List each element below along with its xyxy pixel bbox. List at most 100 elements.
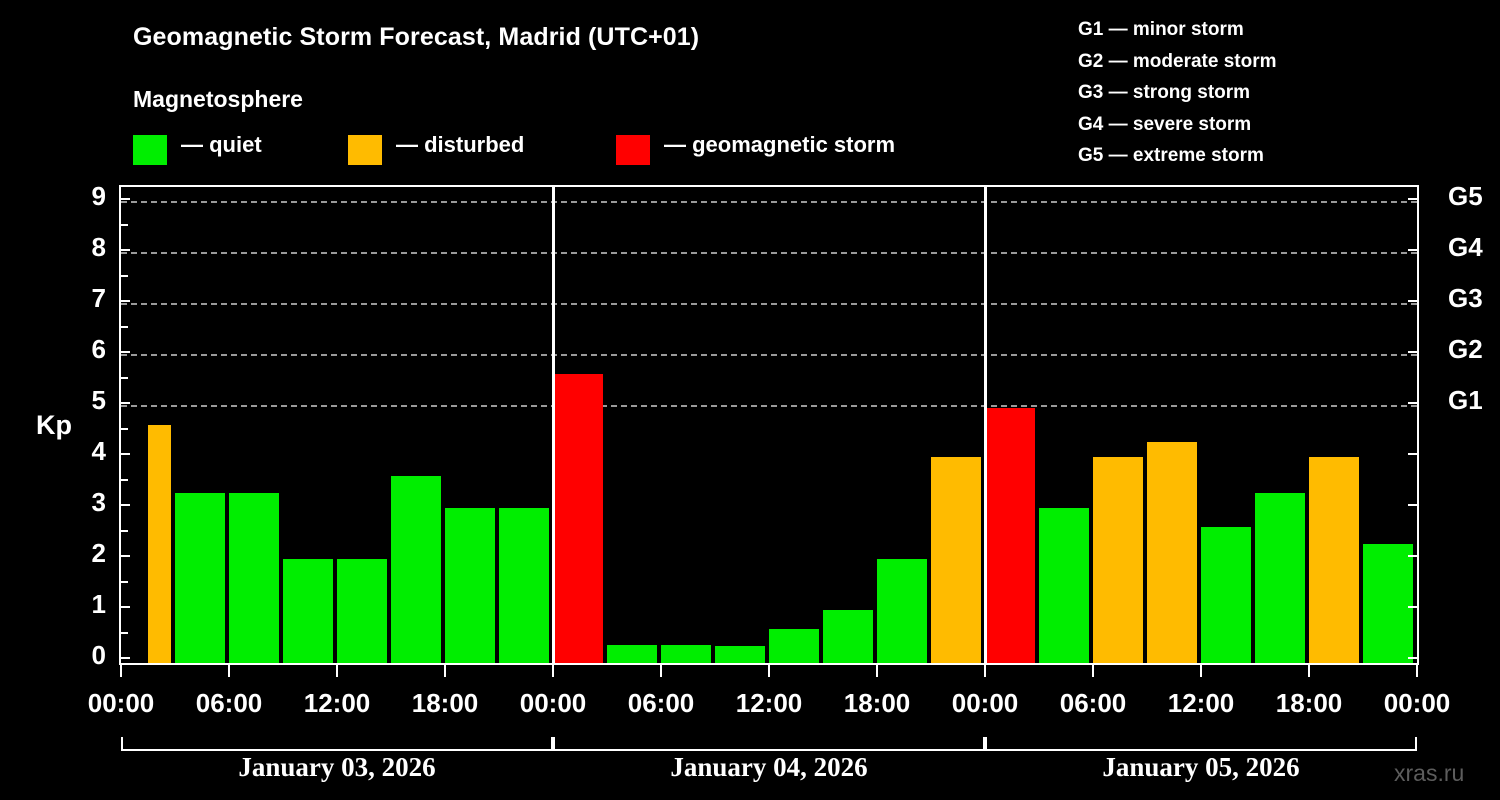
x-tick-label-10: 12:00 bbox=[1167, 688, 1235, 718]
x-tick-3 bbox=[444, 665, 446, 677]
x-tick-label-6: 12:00 bbox=[735, 688, 803, 718]
x-tick-label-5: 06:00 bbox=[627, 688, 695, 718]
y-tick-label-0: 0 bbox=[91, 640, 106, 670]
y-tick-7 bbox=[119, 300, 130, 302]
watermark: xras.ru bbox=[1394, 760, 1465, 786]
x-tick-4 bbox=[552, 665, 554, 677]
x-tick-label-12: 00:00 bbox=[1383, 688, 1451, 718]
y-tick-minor bbox=[119, 529, 128, 532]
y-tick-right-8 bbox=[1408, 249, 1419, 251]
day-label-2: January 04, 2026 bbox=[670, 752, 868, 782]
y-tick-right-9 bbox=[1408, 198, 1419, 200]
x-tick-label-1: 06:00 bbox=[195, 688, 263, 718]
gridline-g4 bbox=[121, 252, 1417, 254]
y-tick-label-4: 4 bbox=[91, 436, 106, 466]
g-scale-label-g5: G5 bbox=[1448, 181, 1483, 211]
x-tick-0 bbox=[120, 665, 122, 677]
y-tick-right-3 bbox=[1408, 504, 1419, 506]
y-axis-title: Kp bbox=[36, 410, 72, 440]
g-legend-row-g1: G1 — minor storm bbox=[1078, 19, 1244, 40]
y-tick-label-8: 8 bbox=[91, 232, 106, 262]
x-tick-9 bbox=[1092, 665, 1094, 677]
x-tick-5 bbox=[660, 665, 662, 677]
x-tick-11 bbox=[1308, 665, 1310, 677]
day-band-1 bbox=[121, 737, 553, 751]
y-tick-label-9: 9 bbox=[91, 181, 106, 211]
y-tick-minor bbox=[119, 223, 128, 226]
bar-quiet bbox=[769, 628, 819, 663]
bar-quiet bbox=[607, 645, 657, 663]
plot-frame bbox=[119, 185, 1419, 665]
y-tick-1 bbox=[119, 606, 130, 608]
y-tick-right-4 bbox=[1408, 453, 1419, 455]
x-tick-8 bbox=[984, 665, 986, 677]
y-tick-5 bbox=[119, 402, 130, 404]
bar-quiet bbox=[1363, 544, 1413, 663]
bar-quiet bbox=[877, 559, 927, 663]
bar-disturbed bbox=[1093, 457, 1143, 663]
y-tick-right-0 bbox=[1408, 657, 1419, 659]
g-scale-label-g4: G4 bbox=[1448, 232, 1483, 262]
y-tick-3 bbox=[119, 504, 130, 506]
y-tick-right-1 bbox=[1408, 606, 1419, 608]
x-tick-label-2: 12:00 bbox=[303, 688, 371, 718]
bar-quiet bbox=[175, 493, 225, 663]
day-divider-1 bbox=[552, 187, 555, 663]
legend-label-quiet: — quiet bbox=[181, 132, 262, 157]
g-legend-row-g3: G3 — strong storm bbox=[1078, 82, 1251, 103]
legend-label-storm: — geomagnetic storm bbox=[664, 132, 896, 157]
bar-quiet bbox=[283, 559, 333, 663]
bar-disturbed bbox=[1147, 442, 1197, 663]
bar-quiet bbox=[1201, 526, 1251, 663]
legend-swatch-quiet-icon bbox=[133, 135, 167, 165]
page-title: Geomagnetic Storm Forecast, Madrid (UTC+… bbox=[133, 23, 700, 51]
gridline-g1 bbox=[121, 405, 1417, 407]
y-tick-label-3: 3 bbox=[91, 487, 106, 517]
bar-quiet bbox=[715, 646, 765, 663]
legend-swatch-storm-icon bbox=[616, 135, 650, 165]
bar-quiet bbox=[1255, 493, 1305, 663]
gridline-g3 bbox=[121, 303, 1417, 305]
g-scale-label-g3: G3 bbox=[1448, 283, 1483, 313]
day-band-3 bbox=[985, 737, 1417, 751]
bar-quiet bbox=[1039, 508, 1089, 663]
y-tick-right-6 bbox=[1408, 351, 1419, 353]
bar-quiet bbox=[337, 559, 387, 663]
day-divider-2 bbox=[984, 187, 987, 663]
g-legend-row-g2: G2 — moderate storm bbox=[1078, 50, 1277, 72]
x-tick-label-3: 18:00 bbox=[411, 688, 479, 718]
plot-area bbox=[121, 187, 1417, 663]
bar-quiet bbox=[229, 493, 279, 663]
bar-disturbed bbox=[148, 424, 171, 663]
gridline-g5 bbox=[121, 201, 1417, 203]
y-tick-minor bbox=[119, 478, 128, 481]
g-scale-label-g1: G1 bbox=[1448, 385, 1483, 415]
gridline-g2 bbox=[121, 354, 1417, 356]
y-tick-0 bbox=[119, 657, 130, 659]
y-tick-right-7 bbox=[1408, 300, 1419, 302]
x-tick-label-11: 18:00 bbox=[1275, 688, 1343, 718]
x-tick-10 bbox=[1200, 665, 1202, 677]
y-tick-minor bbox=[119, 631, 128, 634]
g-scale-legend: G1 — minor storm G2 — moderate storm G3 — … bbox=[1078, 14, 1277, 172]
bar-quiet bbox=[661, 645, 711, 663]
x-tick-2 bbox=[336, 665, 338, 677]
x-tick-label-0: 00:00 bbox=[87, 688, 155, 718]
y-tick-4 bbox=[119, 453, 130, 455]
x-tick-label-8: 00:00 bbox=[951, 688, 1019, 718]
bar-disturbed bbox=[931, 457, 981, 663]
y-tick-minor bbox=[119, 580, 128, 583]
y-tick-label-1: 1 bbox=[91, 589, 106, 619]
day-label-1: January 03, 2026 bbox=[238, 752, 436, 782]
x-tick-12 bbox=[1416, 665, 1418, 677]
day-band-2 bbox=[553, 737, 985, 751]
bar-storm bbox=[553, 373, 603, 663]
x-tick-label-4: 00:00 bbox=[519, 688, 587, 718]
y-tick-label-2: 2 bbox=[91, 538, 106, 568]
bar-quiet bbox=[823, 610, 873, 663]
day-label-3: January 05, 2026 bbox=[1102, 752, 1300, 782]
legend-swatch-disturbed-icon bbox=[348, 135, 382, 165]
x-tick-label-9: 06:00 bbox=[1059, 688, 1127, 718]
y-tick-label-7: 7 bbox=[91, 283, 106, 313]
